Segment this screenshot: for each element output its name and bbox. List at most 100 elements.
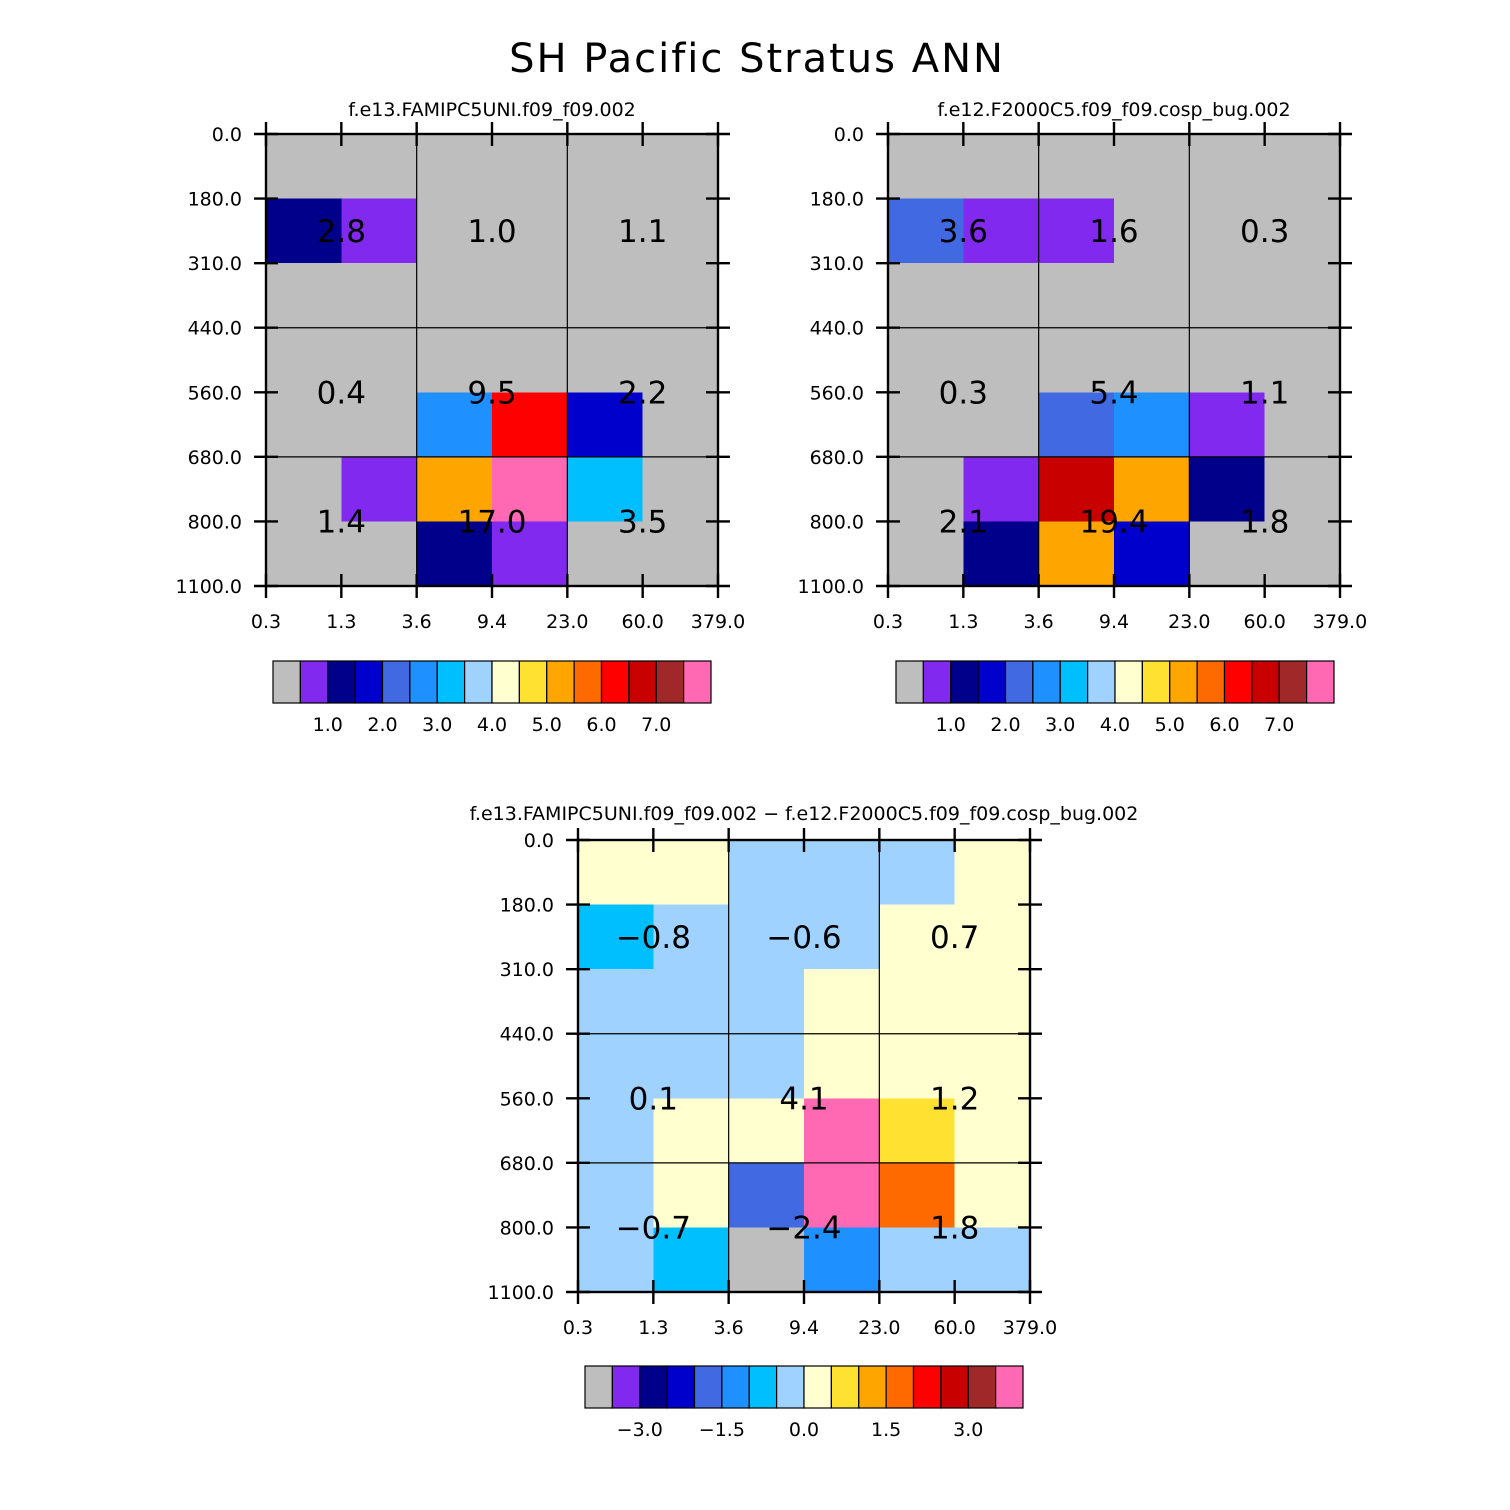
heatmap-cell (266, 198, 342, 264)
box-value-label: 0.7 (930, 920, 979, 956)
y-tick-label: 440.0 (188, 318, 242, 340)
heatmap-cell (653, 904, 730, 970)
colorbar-swatch (683, 660, 712, 704)
box-value-label: 0.4 (317, 375, 366, 411)
y-tick-label: 1100.0 (488, 1282, 554, 1304)
heatmap-cell (879, 840, 956, 906)
heatmap-cell (416, 327, 493, 393)
heatmap-cell (1264, 327, 1341, 393)
heatmap-cell (642, 134, 719, 200)
heatmap-cell (642, 327, 719, 393)
colorbar-swatch (1278, 660, 1308, 704)
heatmap-cell (804, 840, 880, 906)
colorbar-label: 3.0 (1045, 714, 1075, 736)
box-value-label: 1.8 (1240, 504, 1289, 540)
heatmap-cell (1189, 456, 1266, 523)
heatmap-cell (1189, 198, 1266, 264)
heatmap-cell (804, 969, 880, 1035)
colorbar-swatch (639, 1365, 668, 1409)
heatmap-cell (578, 969, 654, 1035)
colorbar-swatch (693, 1365, 723, 1409)
box-value-label: −2.4 (766, 1210, 841, 1246)
y-tick-label: 440.0 (810, 318, 864, 340)
heatmap-cell (728, 1033, 805, 1099)
x-tick-label: 1.3 (948, 611, 978, 633)
panels: f.e13.FAMIPC5UNI.f09_f09.002 2.8 1.0 1.1 0.4… (176, 99, 1368, 1441)
panel-title: f.e13.FAMIPC5UNI.f09_f09.002 − f.e12.F20… (470, 803, 1139, 825)
box-value-label: 1.4 (317, 504, 366, 540)
heatmap-cell (341, 198, 418, 264)
colorbar-label: 7.0 (1264, 714, 1294, 736)
heatmap-cell (653, 1162, 730, 1229)
heatmap-cell (804, 1227, 880, 1293)
heatmap-cell (1038, 134, 1115, 200)
colorbar-label: 3.0 (953, 1419, 983, 1441)
colorbar-swatch (584, 1365, 613, 1409)
colorbar-swatch (611, 1365, 641, 1409)
heatmap-cell (567, 263, 644, 329)
colorbar-swatch (655, 660, 685, 704)
y-tick-label: 180.0 (188, 189, 242, 211)
y-tick-label: 560.0 (810, 382, 864, 404)
colorbar-swatch (518, 660, 548, 704)
heatmap-cell (578, 904, 654, 970)
x-tick-label: 379.0 (1313, 611, 1367, 633)
box-value-label: 1.6 (1089, 214, 1138, 250)
box-value-label: −0.6 (766, 920, 841, 956)
heatmap-cell (266, 392, 342, 458)
x-tick-label: 0.3 (873, 611, 903, 633)
heatmap-cell (954, 969, 1031, 1035)
y-tick-label: 0.0 (212, 124, 242, 146)
heatmap-cell (653, 1098, 730, 1164)
x-tick-label: 9.4 (477, 611, 507, 633)
heatmap-cell (567, 198, 644, 264)
heatmap-cell (888, 327, 964, 393)
box-value-label: 0.3 (1240, 214, 1289, 250)
heatmap-cell (341, 456, 418, 523)
colorbar-swatch (885, 1365, 915, 1409)
heatmap-cell (888, 263, 964, 329)
box-value-label: 19.4 (1079, 504, 1148, 540)
heatmap-cell (578, 1227, 654, 1293)
heatmap-cell (341, 263, 418, 329)
colorbar-label: 1.0 (313, 714, 343, 736)
heatmap-cell (1114, 327, 1190, 393)
colorbar-swatch (1087, 660, 1116, 704)
box-value-label: −0.7 (616, 1210, 691, 1246)
y-tick-label: 1100.0 (798, 576, 864, 598)
colorbar-swatch (1196, 660, 1226, 704)
x-tick-label: 3.6 (1024, 611, 1054, 633)
x-tick-label: 23.0 (546, 611, 588, 633)
colorbar-swatch (950, 660, 979, 704)
colorbar-swatch (327, 660, 356, 704)
heatmap-cell (728, 1227, 805, 1293)
heatmap-cell (642, 392, 719, 458)
box-value-label: 2.1 (939, 504, 988, 540)
colorbar-swatch (977, 660, 1007, 704)
colorbar: 1.0 2.0 3.0 4.0 5.0 6.0 7.0 (272, 660, 712, 736)
heatmap-cell (416, 521, 493, 587)
colorbar-swatch (912, 1365, 942, 1409)
heatmap-cell (653, 840, 730, 906)
heatmap-cell (954, 1227, 1031, 1293)
colorbar-swatch (1223, 660, 1253, 704)
colorbar-swatch (1004, 660, 1034, 704)
panel-title: f.e12.F2000C5.f09_f09.cosp_bug.002 (937, 99, 1290, 121)
x-tick-label: 9.4 (1099, 611, 1129, 633)
colorbar-swatch (967, 1365, 997, 1409)
heatmap-cell (266, 327, 342, 393)
colorbar-label: 0.0 (789, 1419, 819, 1441)
y-tick-label: 0.0 (834, 124, 864, 146)
y-tick-label: 180.0 (500, 895, 554, 917)
x-tick-label: 23.0 (858, 1317, 900, 1339)
heatmap-cell (653, 1033, 730, 1099)
x-tick-label: 60.0 (934, 1317, 976, 1339)
y-tick-label: 800.0 (810, 511, 864, 533)
heatmap-cell (879, 969, 956, 1035)
box-value-label: 1.0 (467, 214, 516, 250)
box-value-label: 5.4 (1089, 375, 1138, 411)
colorbar-swatch (272, 660, 301, 704)
heatmap-cell (341, 392, 418, 458)
heatmap-cell (879, 1098, 956, 1164)
x-tick-label: 379.0 (1003, 1317, 1057, 1339)
